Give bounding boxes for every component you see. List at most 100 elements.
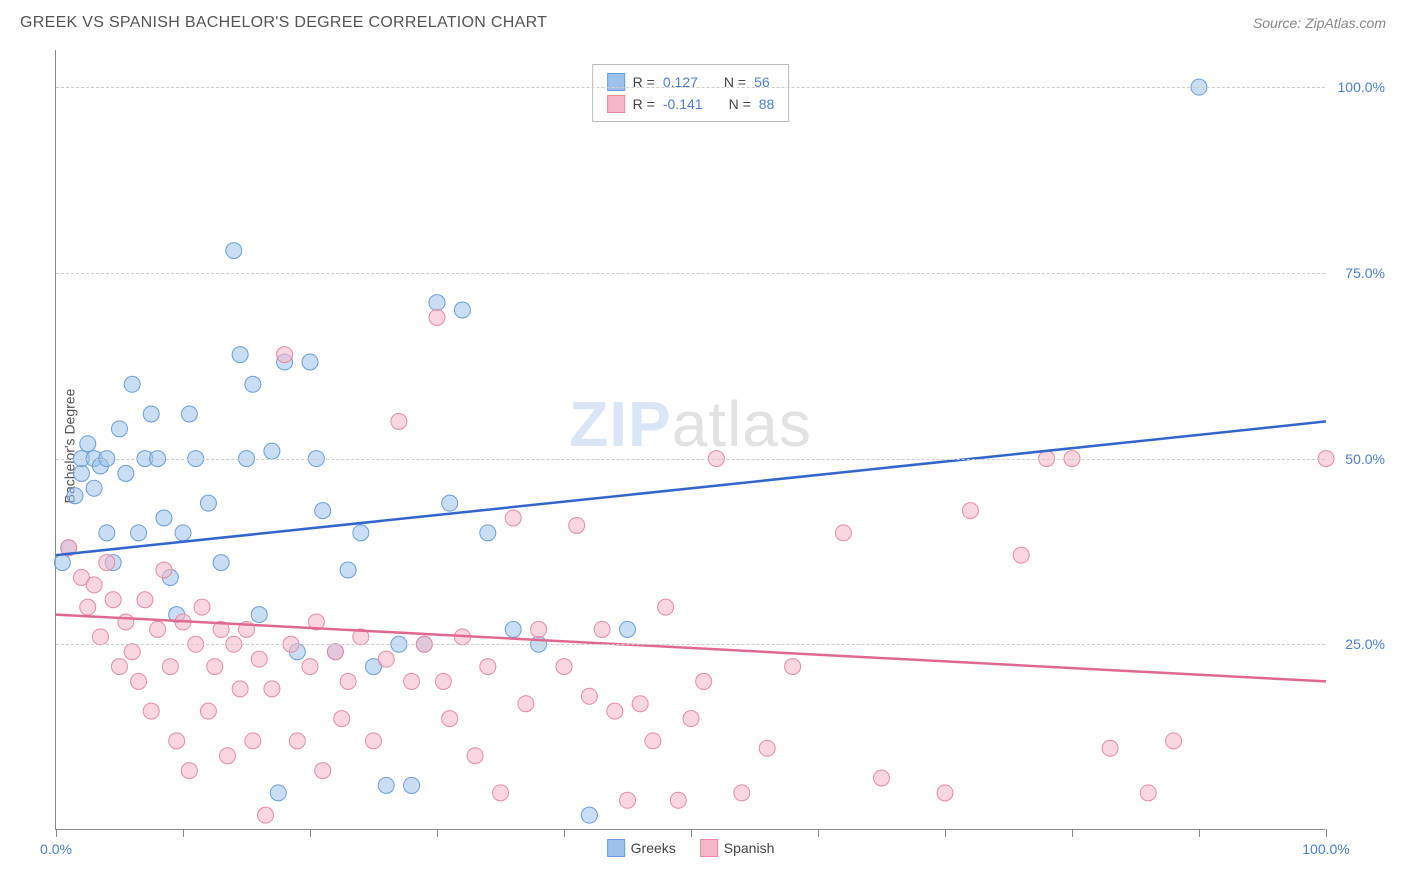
header: GREEK VS SPANISH BACHELOR'S DEGREE CORRE… xyxy=(0,0,1406,42)
stats-row-greeks: R = 0.127 N = 56 xyxy=(607,71,775,93)
data-point xyxy=(378,651,394,667)
data-point xyxy=(937,785,953,801)
data-point xyxy=(505,510,521,526)
data-point xyxy=(1102,740,1118,756)
data-point xyxy=(835,525,851,541)
x-tick-label: 100.0% xyxy=(1302,841,1349,857)
gridline xyxy=(56,87,1325,88)
data-point xyxy=(232,347,248,363)
data-point xyxy=(264,681,280,697)
data-point xyxy=(467,748,483,764)
data-point xyxy=(734,785,750,801)
gridline xyxy=(56,273,1325,274)
y-tick-label: 100.0% xyxy=(1338,79,1385,95)
legend-label-greeks: Greeks xyxy=(631,840,676,856)
source-attribution: Source: ZipAtlas.com xyxy=(1253,15,1386,31)
data-point xyxy=(73,465,89,481)
data-point xyxy=(232,681,248,697)
data-point xyxy=(569,517,585,533)
data-point xyxy=(289,733,305,749)
legend-item-spanish: Spanish xyxy=(700,839,775,857)
data-point xyxy=(302,659,318,675)
data-point xyxy=(531,621,547,637)
data-point xyxy=(353,525,369,541)
swatch-greeks xyxy=(607,73,625,91)
data-point xyxy=(245,733,261,749)
n-label: N = xyxy=(729,96,751,112)
data-point xyxy=(80,436,96,452)
data-point xyxy=(620,792,636,808)
data-point xyxy=(505,621,521,637)
data-point xyxy=(86,577,102,593)
data-point xyxy=(124,644,140,660)
x-tick xyxy=(564,829,565,837)
data-point xyxy=(54,555,70,571)
data-point xyxy=(143,703,159,719)
data-point xyxy=(658,599,674,615)
y-tick-label: 25.0% xyxy=(1345,636,1385,652)
data-point xyxy=(480,525,496,541)
data-point xyxy=(581,688,597,704)
data-point xyxy=(99,555,115,571)
x-tick xyxy=(183,829,184,837)
swatch-spanish xyxy=(607,95,625,113)
data-point xyxy=(556,659,572,675)
data-point xyxy=(581,807,597,823)
data-point xyxy=(696,673,712,689)
x-tick xyxy=(56,829,57,837)
trend-line xyxy=(56,421,1326,555)
y-tick-label: 75.0% xyxy=(1345,265,1385,281)
data-point xyxy=(493,785,509,801)
data-point xyxy=(194,599,210,615)
y-tick-label: 50.0% xyxy=(1345,451,1385,467)
legend-label-spanish: Spanish xyxy=(724,840,775,856)
data-point xyxy=(105,592,121,608)
swatch-greeks-bottom xyxy=(607,839,625,857)
data-point xyxy=(327,644,343,660)
data-point xyxy=(150,621,166,637)
data-point xyxy=(683,711,699,727)
data-point xyxy=(200,495,216,511)
data-point xyxy=(169,733,185,749)
stats-legend: R = 0.127 N = 56 R = -0.141 N = 88 xyxy=(592,64,790,122)
data-point xyxy=(251,607,267,623)
data-point xyxy=(1140,785,1156,801)
x-tick xyxy=(945,829,946,837)
data-point xyxy=(124,376,140,392)
data-point xyxy=(131,525,147,541)
data-point xyxy=(480,659,496,675)
data-point xyxy=(340,562,356,578)
gridline xyxy=(56,459,1325,460)
data-point xyxy=(137,592,153,608)
data-point xyxy=(99,525,115,541)
stats-row-spanish: R = -0.141 N = 88 xyxy=(607,93,775,115)
data-point xyxy=(1013,547,1029,563)
data-point xyxy=(245,376,261,392)
data-point xyxy=(518,696,534,712)
data-point xyxy=(442,495,458,511)
data-point xyxy=(118,614,134,630)
data-point xyxy=(594,621,610,637)
data-point xyxy=(378,777,394,793)
trend-line xyxy=(56,615,1326,682)
data-point xyxy=(391,413,407,429)
data-point xyxy=(435,673,451,689)
data-point xyxy=(86,480,102,496)
series-legend: Greeks Spanish xyxy=(607,839,775,857)
x-tick xyxy=(1072,829,1073,837)
data-point xyxy=(670,792,686,808)
data-point xyxy=(112,659,128,675)
data-point xyxy=(785,659,801,675)
data-point xyxy=(118,465,134,481)
x-tick xyxy=(1326,829,1327,837)
data-point xyxy=(874,770,890,786)
data-point xyxy=(226,243,242,259)
data-point xyxy=(162,659,178,675)
data-point xyxy=(251,651,267,667)
data-point xyxy=(270,785,286,801)
data-point xyxy=(80,599,96,615)
data-point xyxy=(429,295,445,311)
data-point xyxy=(156,510,172,526)
x-tick xyxy=(818,829,819,837)
plot-area: ZIPatlas R = 0.127 N = 56 R = -0.141 N =… xyxy=(55,50,1325,830)
